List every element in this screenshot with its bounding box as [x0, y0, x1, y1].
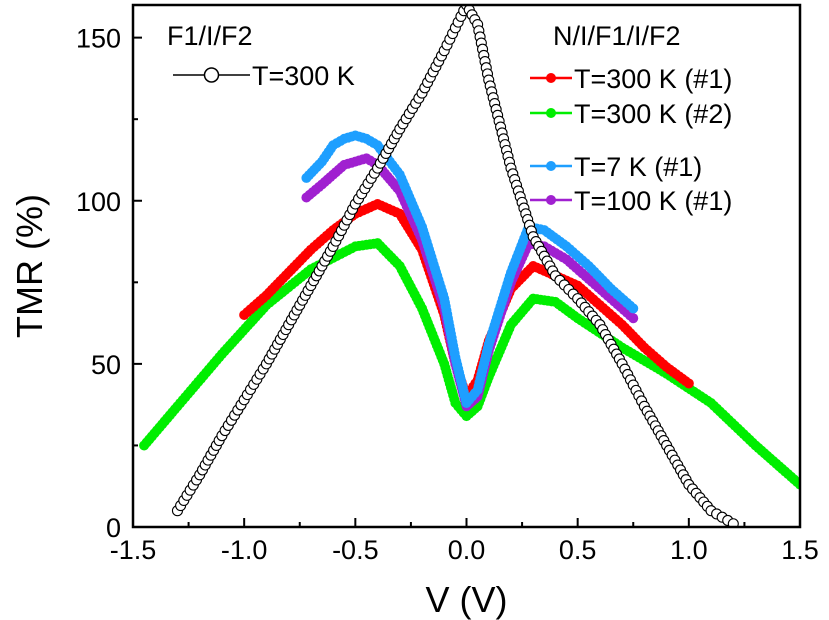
legend-entry: T=100 K (#1)	[530, 186, 732, 216]
x-tick-label: 0.5	[559, 535, 597, 565]
legend-label: T=100 K (#1)	[574, 186, 732, 216]
y-axis-title: TMR (%)	[9, 194, 50, 338]
legend-marker	[546, 195, 556, 205]
legend: F1/I/F2 N/I/F1/I/F2 T=300 K T=300 K (#1) T=3…	[167, 21, 732, 216]
legend-group-title: N/I/F1/I/F2	[553, 21, 681, 51]
axis-ticks-layer: -1.5 -1.0 -0.5 0.0 0.5 1.0 1.5 0 50 100 150	[76, 24, 819, 565]
x-tick-label: -0.5	[332, 535, 379, 565]
y-tick-label: 0	[106, 513, 121, 543]
legend-marker	[203, 67, 220, 83]
y-tick-label: 150	[76, 24, 121, 54]
legend-entry: T=300 K (#1)	[530, 64, 732, 94]
x-tick-label: 1.5	[781, 535, 819, 565]
legend-label: T=300 K (#2)	[574, 99, 732, 129]
legend-group-title: F1/I/F2	[167, 21, 253, 51]
x-tick-label: -1.0	[221, 535, 268, 565]
data-point	[628, 303, 639, 314]
y-tick-label: 50	[91, 350, 121, 380]
x-axis-title: V (V)	[425, 579, 507, 620]
data-point	[727, 518, 739, 527]
legend-entry: T=300 K (#2)	[530, 99, 732, 129]
legend-entry: T=7 K (#1)	[530, 152, 702, 182]
data-marks-layer	[139, 5, 800, 527]
series-t-300-k	[171, 5, 739, 527]
x-tick-label: -1.5	[110, 535, 157, 565]
y-tick-label: 100	[76, 187, 121, 217]
series-t-300-k-2	[139, 238, 800, 490]
x-tick-label: 0.0	[448, 535, 486, 565]
legend-marker	[546, 73, 556, 83]
x-tick-label: 1.0	[670, 535, 708, 565]
series-t-7-k-1	[301, 130, 639, 409]
legend-marker	[546, 108, 556, 118]
legend-label: T=300 K (#1)	[574, 64, 732, 94]
legend-marker	[546, 161, 556, 171]
data-point	[683, 378, 694, 389]
series-line	[142, 241, 800, 486]
legend-entry: T=300 K	[173, 61, 355, 91]
data-point	[628, 313, 639, 324]
legend-label: T=300 K	[252, 61, 355, 91]
legend-label: T=7 K (#1)	[574, 152, 702, 182]
